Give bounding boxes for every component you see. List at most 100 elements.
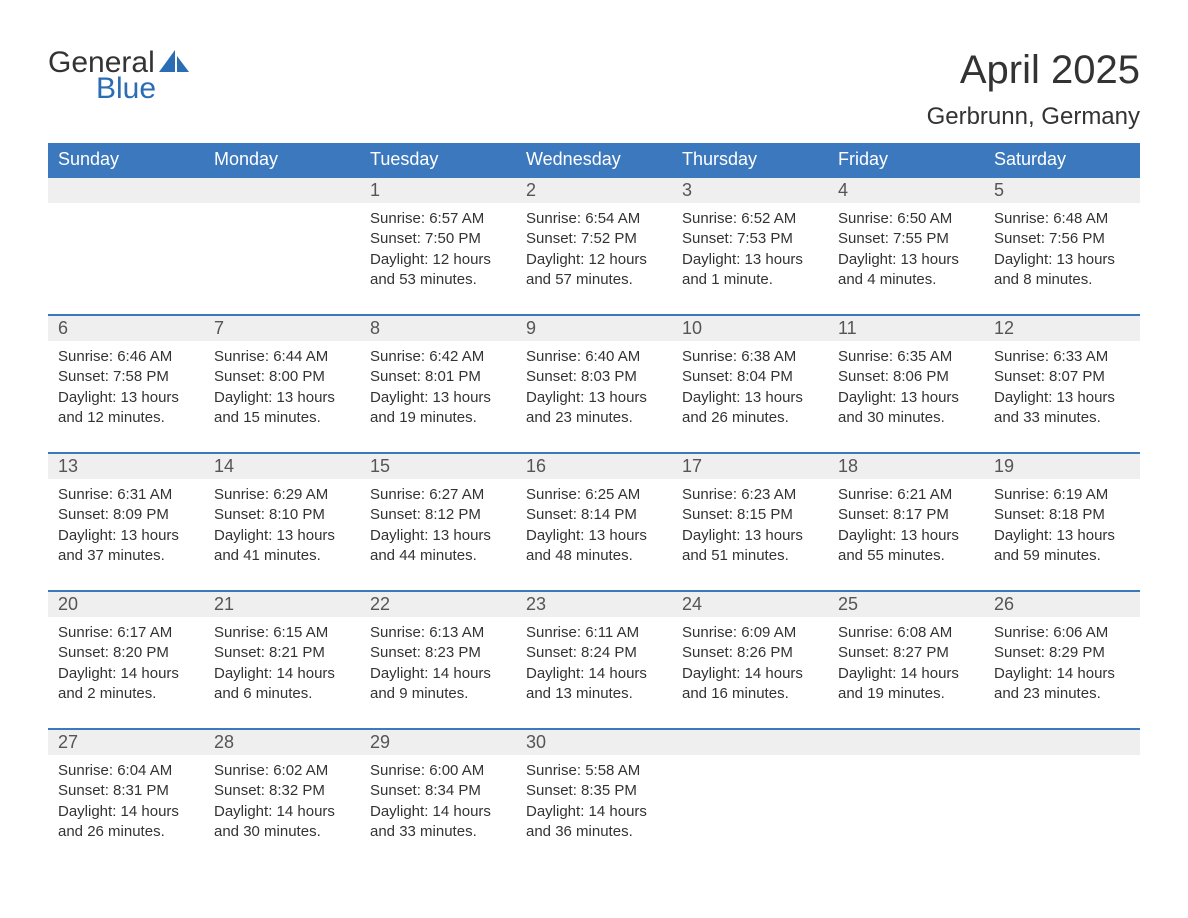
sunset-text: Sunset: 8:32 PM	[214, 781, 350, 801]
day-number: 24	[672, 591, 828, 617]
sunrise-text: Sunrise: 6:57 AM	[370, 209, 506, 229]
sunrise-text: Sunrise: 6:25 AM	[526, 485, 662, 505]
daylight1-text: Daylight: 12 hours	[370, 250, 506, 270]
sunrise-text: Sunrise: 6:44 AM	[214, 347, 350, 367]
daylight2-text: and 30 minutes.	[214, 822, 350, 842]
daylight2-text: and 59 minutes.	[994, 546, 1130, 566]
daylight1-text: Daylight: 13 hours	[994, 526, 1130, 546]
day-number: 28	[204, 729, 360, 755]
sunrise-text: Sunrise: 6:04 AM	[58, 761, 194, 781]
sunrise-text: Sunrise: 6:29 AM	[214, 485, 350, 505]
daylight1-text: Daylight: 13 hours	[214, 388, 350, 408]
daylight1-text: Daylight: 13 hours	[838, 526, 974, 546]
sunset-text: Sunset: 7:50 PM	[370, 229, 506, 249]
day-number: 17	[672, 453, 828, 479]
day-number: 11	[828, 315, 984, 341]
sunset-text: Sunset: 7:53 PM	[682, 229, 818, 249]
weekday-header: Tuesday	[360, 143, 516, 177]
daylight2-text: and 33 minutes.	[370, 822, 506, 842]
daylight1-text: Daylight: 13 hours	[838, 388, 974, 408]
daylight2-text: and 36 minutes.	[526, 822, 662, 842]
daylight1-text: Daylight: 13 hours	[682, 388, 818, 408]
day-cell: Sunrise: 6:29 AMSunset: 8:10 PMDaylight:…	[204, 479, 360, 591]
daylight1-text: Daylight: 13 hours	[994, 388, 1130, 408]
sunrise-text: Sunrise: 6:13 AM	[370, 623, 506, 643]
daylight2-text: and 44 minutes.	[370, 546, 506, 566]
sunset-text: Sunset: 8:14 PM	[526, 505, 662, 525]
day-number: 16	[516, 453, 672, 479]
sunset-text: Sunset: 7:55 PM	[838, 229, 974, 249]
sunrise-text: Sunrise: 6:46 AM	[58, 347, 194, 367]
daylight2-text: and 37 minutes.	[58, 546, 194, 566]
sunset-text: Sunset: 8:04 PM	[682, 367, 818, 387]
day-number: 1	[360, 177, 516, 203]
logo-word2: Blue	[96, 74, 189, 104]
daylight2-text: and 53 minutes.	[370, 270, 506, 290]
page-subtitle: Gerbrunn, Germany	[927, 103, 1140, 131]
sunrise-text: Sunrise: 6:38 AM	[682, 347, 818, 367]
daylight2-text: and 26 minutes.	[58, 822, 194, 842]
sunset-text: Sunset: 7:56 PM	[994, 229, 1130, 249]
weekday-header: Wednesday	[516, 143, 672, 177]
day-number: 6	[48, 315, 204, 341]
sunrise-text: Sunrise: 6:23 AM	[682, 485, 818, 505]
sail-icon	[159, 50, 189, 72]
day-cell: Sunrise: 6:09 AMSunset: 8:26 PMDaylight:…	[672, 617, 828, 729]
day-cell: Sunrise: 6:02 AMSunset: 8:32 PMDaylight:…	[204, 755, 360, 866]
day-cell-empty	[48, 203, 204, 315]
sunset-text: Sunset: 8:09 PM	[58, 505, 194, 525]
day-number: 12	[984, 315, 1140, 341]
daylight2-text: and 23 minutes.	[526, 408, 662, 428]
sunset-text: Sunset: 8:07 PM	[994, 367, 1130, 387]
day-number-empty	[984, 729, 1140, 755]
sunrise-text: Sunrise: 6:09 AM	[682, 623, 818, 643]
daylight1-text: Daylight: 14 hours	[838, 664, 974, 684]
weekday-header: Monday	[204, 143, 360, 177]
content-row: Sunrise: 6:57 AMSunset: 7:50 PMDaylight:…	[48, 203, 1140, 315]
day-cell: Sunrise: 6:08 AMSunset: 8:27 PMDaylight:…	[828, 617, 984, 729]
day-number: 22	[360, 591, 516, 617]
sunrise-text: Sunrise: 6:19 AM	[994, 485, 1130, 505]
day-number: 19	[984, 453, 1140, 479]
daylight2-text: and 16 minutes.	[682, 684, 818, 704]
sunset-text: Sunset: 8:23 PM	[370, 643, 506, 663]
content-row: Sunrise: 6:17 AMSunset: 8:20 PMDaylight:…	[48, 617, 1140, 729]
daylight2-text: and 19 minutes.	[370, 408, 506, 428]
daylight1-text: Daylight: 13 hours	[838, 250, 974, 270]
sunset-text: Sunset: 8:00 PM	[214, 367, 350, 387]
daylight1-text: Daylight: 13 hours	[682, 526, 818, 546]
day-number: 15	[360, 453, 516, 479]
day-cell: Sunrise: 6:11 AMSunset: 8:24 PMDaylight:…	[516, 617, 672, 729]
weekday-header: Friday	[828, 143, 984, 177]
sunset-text: Sunset: 8:15 PM	[682, 505, 818, 525]
sunset-text: Sunset: 8:12 PM	[370, 505, 506, 525]
sunset-text: Sunset: 8:27 PM	[838, 643, 974, 663]
sunrise-text: Sunrise: 6:06 AM	[994, 623, 1130, 643]
daylight2-text: and 15 minutes.	[214, 408, 350, 428]
day-cell: Sunrise: 6:04 AMSunset: 8:31 PMDaylight:…	[48, 755, 204, 866]
day-number: 29	[360, 729, 516, 755]
daylight2-text: and 41 minutes.	[214, 546, 350, 566]
day-number-empty	[204, 177, 360, 203]
day-cell: Sunrise: 6:40 AMSunset: 8:03 PMDaylight:…	[516, 341, 672, 453]
daylight1-text: Daylight: 14 hours	[214, 802, 350, 822]
day-number-empty	[828, 729, 984, 755]
sunset-text: Sunset: 7:58 PM	[58, 367, 194, 387]
day-cell: Sunrise: 6:44 AMSunset: 8:00 PMDaylight:…	[204, 341, 360, 453]
day-number: 20	[48, 591, 204, 617]
sunrise-text: Sunrise: 6:08 AM	[838, 623, 974, 643]
daylight2-text: and 9 minutes.	[370, 684, 506, 704]
page-title: April 2025	[927, 48, 1140, 93]
day-cell: Sunrise: 6:54 AMSunset: 7:52 PMDaylight:…	[516, 203, 672, 315]
day-cell: Sunrise: 6:57 AMSunset: 7:50 PMDaylight:…	[360, 203, 516, 315]
day-number: 13	[48, 453, 204, 479]
day-number: 18	[828, 453, 984, 479]
day-number: 14	[204, 453, 360, 479]
day-cell-empty	[828, 755, 984, 866]
daylight2-text: and 2 minutes.	[58, 684, 194, 704]
day-number: 10	[672, 315, 828, 341]
day-cell: Sunrise: 6:27 AMSunset: 8:12 PMDaylight:…	[360, 479, 516, 591]
content-row: Sunrise: 6:46 AMSunset: 7:58 PM Daylight:…	[48, 341, 1140, 453]
sunset-text: Sunset: 8:21 PM	[214, 643, 350, 663]
sunset-text: Sunset: 7:52 PM	[526, 229, 662, 249]
